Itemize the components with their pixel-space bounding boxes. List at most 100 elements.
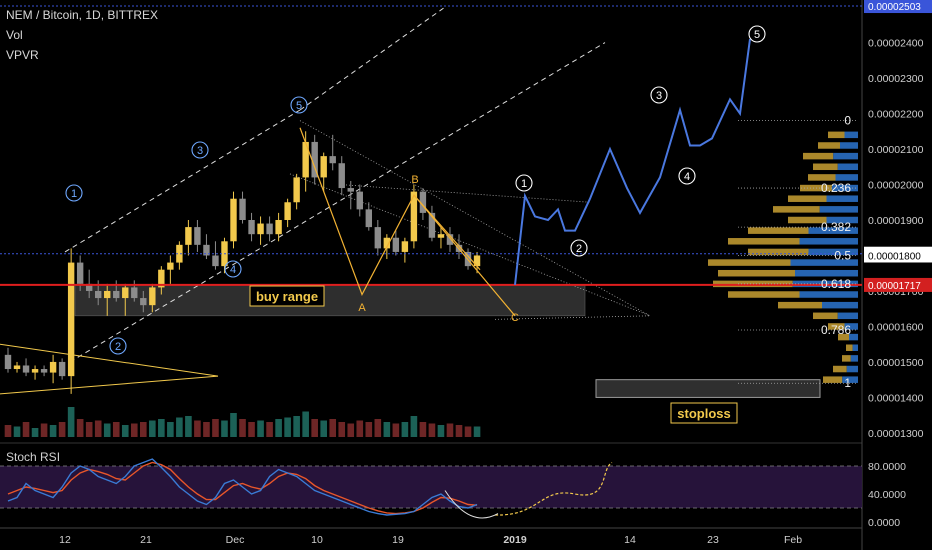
volume-bar [284, 417, 291, 437]
volume-bar [158, 419, 165, 437]
vp-bar-down [835, 174, 858, 181]
volume-bar [446, 423, 454, 437]
triangle-bottom [0, 375, 219, 395]
time-tick-label: 19 [392, 534, 404, 546]
candle-body [140, 298, 147, 306]
candle-body [293, 177, 300, 203]
candle-body [239, 198, 246, 220]
vp-bar-up [728, 291, 800, 298]
price-tag-bg [864, 0, 932, 14]
candle-body [329, 156, 336, 164]
candle-body [419, 191, 427, 213]
volume-bar [130, 423, 138, 437]
time-axis[interactable]: 12 21 Dec 10 19 2019 14 23 Feb [59, 534, 802, 546]
price-tick-label: 0.00002100 [868, 144, 924, 156]
candle-body [85, 283, 93, 291]
volume-bar [185, 416, 192, 437]
indicator-vpvr[interactable]: VPVR [6, 48, 39, 62]
volume-bar [356, 420, 364, 437]
time-tick-label: 10 [311, 534, 323, 546]
price-tick-label: 0.00001300 [868, 428, 924, 440]
volume-bar [58, 422, 66, 437]
volume-bar [428, 423, 436, 437]
stoploss-zone [595, 379, 821, 398]
volume-bar [338, 422, 346, 437]
vp-bar-down [852, 344, 858, 351]
vp-bar-up [803, 152, 834, 160]
time-tick-label: 21 [140, 534, 152, 546]
wave-3-label-circle [191, 141, 209, 159]
volume-bar [13, 426, 21, 437]
vp-bar-down [840, 142, 858, 149]
rsi-tick-label: 80.0000 [868, 461, 906, 473]
volume-bar [67, 407, 75, 437]
indicator-vol[interactable]: Vol [6, 28, 23, 42]
vp-bar-up [828, 323, 845, 330]
volume-bar [329, 419, 337, 437]
proj-wave-3-label: 3 [656, 90, 662, 102]
vp-bar-up [818, 142, 840, 149]
rsi-band [0, 466, 862, 508]
volume-bar [194, 420, 201, 437]
volume-bar [176, 417, 183, 437]
wave-labels: 1 2 3 4 5 1 2 3 4 5 A B C [65, 25, 766, 355]
vp-bar-down [846, 365, 858, 373]
candle-body [410, 191, 418, 242]
vp-bar-up [808, 174, 836, 181]
candle-body [185, 227, 192, 245]
volume-bar [212, 419, 219, 437]
wave-b-label: B [411, 174, 418, 186]
wave-5-label: 5 [296, 100, 302, 112]
candle-body [58, 361, 66, 377]
volume-bar [347, 423, 355, 437]
wave-4-label-circle [224, 260, 242, 278]
vp-bar-up [748, 227, 809, 234]
wave-c-label: C [511, 312, 519, 324]
proj-wave-3-label-circle [650, 86, 668, 104]
candle-body [158, 269, 165, 288]
volume-bar [230, 413, 237, 437]
candle-body [194, 227, 201, 245]
wave-3-label: 3 [197, 145, 203, 157]
volume-bar [401, 422, 409, 437]
price-tick-label: 0.00001400 [868, 392, 924, 404]
candle-body [230, 198, 237, 242]
candle-body [203, 244, 210, 256]
candle-body [401, 241, 409, 252]
price-axis[interactable]: 0.00001300 0.00001400 0.00001500 0.00001600… [864, 0, 932, 440]
fib-label: 1 [844, 376, 851, 390]
volume-bar [112, 422, 120, 437]
proj-wave-1-label-circle [515, 174, 533, 192]
candle-body [365, 209, 372, 228]
candle-body [356, 191, 363, 210]
volume-bar [392, 423, 400, 437]
volume-bar [257, 420, 264, 437]
rsi-tick-label: 0.0000 [868, 517, 900, 529]
candle-body [374, 227, 382, 249]
volume-bar [455, 425, 463, 437]
candle-body [248, 220, 255, 235]
vp-bar-up [813, 312, 838, 320]
rsi-k-line [7, 458, 478, 516]
candle-body [167, 262, 174, 270]
price-tick-label: 0.00002200 [868, 109, 924, 121]
vp-bar-down [826, 216, 858, 224]
volume-bar [49, 425, 57, 437]
candle-body [437, 234, 445, 238]
volume-bar [121, 425, 129, 437]
vp-bar-down [849, 333, 858, 341]
vp-bar-up [718, 269, 795, 277]
candle-body [311, 141, 318, 178]
rsi-annotation-arc [444, 490, 499, 519]
volume-bar [103, 423, 111, 437]
price-tick-label: 0.00002000 [868, 180, 924, 192]
volume-bar [437, 425, 445, 437]
fib-levels: 0 0.236 0.382 0.5 0.618 0.786 1 [738, 114, 856, 390]
time-tick-label: Dec [226, 534, 245, 546]
candle-body [95, 290, 102, 299]
candle-body [446, 234, 454, 245]
time-tick-label: 23 [707, 534, 719, 546]
candle-body [302, 141, 309, 178]
fib-label: 0.618 [821, 277, 851, 291]
candle-body [76, 262, 84, 284]
